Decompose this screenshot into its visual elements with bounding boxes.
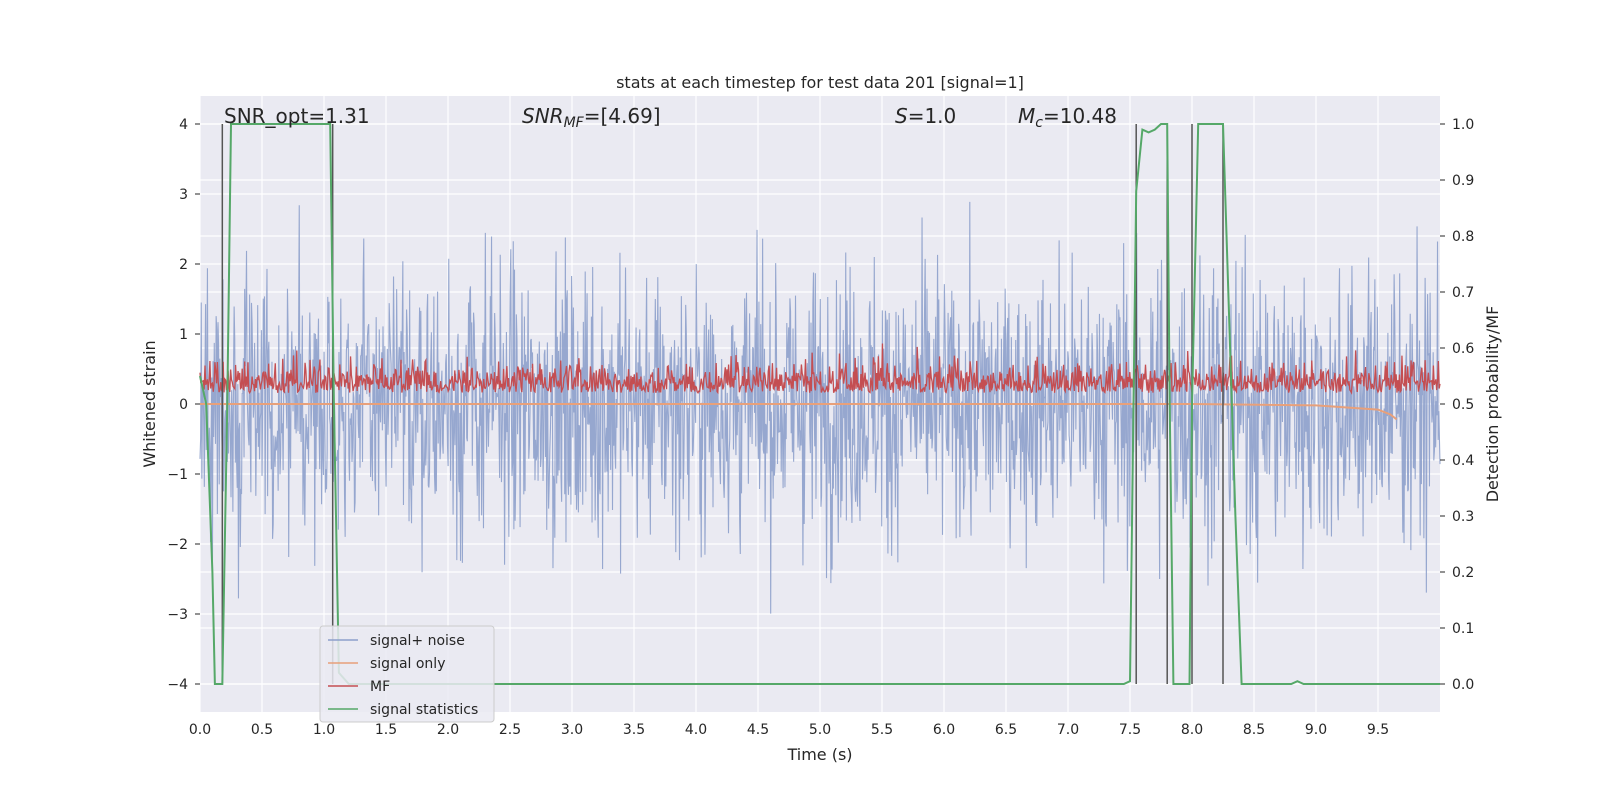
- x-tick-label: 3.0: [561, 722, 583, 738]
- x-tick-label: 2.5: [499, 722, 521, 738]
- s-base: S: [895, 104, 908, 128]
- y-right-tick-label: 0.5: [1452, 397, 1474, 413]
- snr-mf-sub: MF: [564, 115, 585, 131]
- y-left-tick-labels: −4 −3 −2 −1 0 1 2 3 4: [167, 117, 200, 693]
- x-tick-label: 9.0: [1305, 722, 1327, 738]
- legend-box: [319, 625, 495, 723]
- y-right-axis-title: Detection probability/MF: [1483, 306, 1502, 503]
- x-tick-label: 4.0: [685, 722, 707, 738]
- x-tick-label: 8.0: [1181, 722, 1203, 738]
- y-left-tick-label: 3: [179, 187, 188, 203]
- series-signal-only: [200, 403, 1398, 421]
- annotation-snr-mf: SNRMF=[4.69]: [522, 104, 661, 131]
- x-axis-title: Time (s): [786, 745, 852, 764]
- mc-base: M: [1018, 104, 1035, 128]
- y-right-tick-label: 1.0: [1452, 117, 1474, 133]
- series-signal-noise: [199, 201, 1441, 614]
- y-right-tick-labels: 0.0 0.1 0.2 0.3 0.4 0.5 0.6 0.7 0.8 0.9 1.0: [1440, 117, 1474, 693]
- line-signal-noise: [199, 201, 1441, 614]
- x-tick-label: 9.5: [1367, 722, 1389, 738]
- y-left-tick-label: 2: [179, 257, 188, 273]
- y-left-tick-label: −2: [167, 537, 188, 553]
- x-tick-label: 6.5: [995, 722, 1017, 738]
- y-left-tick-label: 0: [179, 397, 188, 413]
- series-mf: [199, 343, 1441, 395]
- legend: signal+ noise signal only MF signal stat…: [319, 625, 495, 723]
- line-signal-only: [200, 403, 1398, 421]
- y-right-tick-label: 0.1: [1452, 621, 1474, 637]
- annotation-s: S=1.0: [895, 104, 956, 128]
- x-tick-label: 1.0: [313, 722, 335, 738]
- mc-sub: c: [1035, 115, 1043, 131]
- y-right-tick-label: 0.9: [1452, 173, 1474, 189]
- y-left-tick-label: 4: [179, 117, 188, 133]
- y-left-tick-label: −3: [167, 607, 188, 623]
- y-right-tick-label: 0.0: [1452, 677, 1474, 693]
- x-tick-labels: 0.0 0.5 1.0 1.5 2.0 2.5 3.0 3.5 4.0 4.5 5.0 5.5 6.0 6…: [189, 722, 1389, 738]
- y-left-tick-label: 1: [179, 327, 188, 343]
- legend-label-signal-noise: signal+ noise: [370, 633, 465, 649]
- y-right-tick-label: 0.3: [1452, 509, 1474, 525]
- snr-mf-rest: =[4.69]: [584, 104, 661, 128]
- annotation-snr-opt: SNR_opt=1.31: [224, 104, 370, 128]
- x-tick-label: 3.5: [623, 722, 645, 738]
- series-signal-statistics: [199, 123, 1440, 685]
- y-right-tick-label: 0.6: [1452, 341, 1474, 357]
- annotation-mc: Mc=10.48: [1018, 104, 1117, 131]
- legend-label-signal-only: signal only: [370, 656, 445, 672]
- y-right-tick-label: 0.7: [1452, 285, 1474, 301]
- x-tick-label: 8.5: [1243, 722, 1265, 738]
- y-right-tick-label: 0.4: [1452, 453, 1474, 469]
- x-tick-label: 4.5: [747, 722, 769, 738]
- x-tick-label: 0.0: [189, 722, 211, 738]
- y-right-tick-label: 0.8: [1452, 229, 1474, 245]
- legend-label-signal-statistics: signal statistics: [370, 702, 478, 718]
- x-tick-label: 7.5: [1119, 722, 1141, 738]
- y-left-tick-label: −4: [167, 677, 188, 693]
- legend-label-mf: MF: [370, 679, 390, 695]
- chart-title: stats at each timestep for test data 201…: [616, 73, 1024, 92]
- line-mf: [199, 343, 1441, 395]
- x-tick-label: 6.0: [933, 722, 955, 738]
- mc-rest: =10.48: [1043, 104, 1117, 128]
- line-signal-statistics: [199, 123, 1440, 685]
- x-tick-label: 0.5: [251, 722, 273, 738]
- s-rest: =1.0: [908, 104, 957, 128]
- x-tick-label: 5.5: [871, 722, 893, 738]
- snr-mf-base: SNR: [522, 104, 564, 128]
- x-tick-label: 7.0: [1057, 722, 1079, 738]
- x-tick-label: 5.0: [809, 722, 831, 738]
- y-left-axis-title: Whitened strain: [140, 340, 159, 467]
- x-tick-label: 1.5: [375, 722, 397, 738]
- y-left-tick-label: −1: [167, 467, 188, 483]
- y-right-tick-label: 0.2: [1452, 565, 1474, 581]
- x-tick-label: 2.0: [437, 722, 459, 738]
